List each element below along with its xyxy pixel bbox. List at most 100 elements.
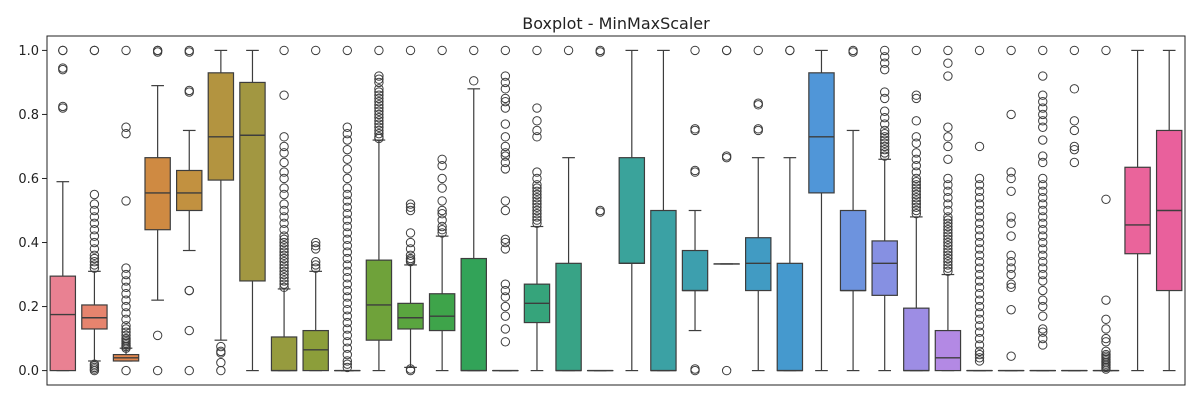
outlier-point <box>121 308 131 318</box>
outlier-point <box>342 144 353 155</box>
outlier-point <box>943 225 953 235</box>
outlier-point <box>911 186 922 196</box>
outlier-point <box>974 295 985 305</box>
outlier-point <box>89 244 100 254</box>
box-20 <box>650 49 677 372</box>
outlier-point <box>374 87 384 97</box>
outlier-point <box>532 196 542 206</box>
outlier-point <box>532 186 542 196</box>
outlier-point <box>342 359 353 369</box>
outlier-point <box>342 241 353 251</box>
plot-frame <box>46 35 1186 386</box>
outlier-point <box>342 337 353 347</box>
outlier-point <box>121 263 131 273</box>
outlier-point <box>911 189 922 200</box>
outlier-point <box>342 317 353 328</box>
outlier-point <box>1006 109 1016 120</box>
outlier-point <box>879 93 890 104</box>
outlier-point <box>532 103 542 113</box>
outlier-point <box>89 225 100 235</box>
outlier-point <box>943 192 953 203</box>
outlier-point <box>1069 141 1080 152</box>
outlier-point <box>374 100 384 110</box>
outlier-point <box>437 45 447 56</box>
outlier-point <box>690 45 700 56</box>
outlier-point <box>974 45 985 56</box>
outlier-point <box>89 199 100 209</box>
outlier-point <box>690 165 700 176</box>
outlier-point <box>437 205 447 216</box>
outlier-point <box>943 228 953 238</box>
outlier-point <box>974 218 985 229</box>
outlier-point <box>342 215 353 225</box>
outlier-point <box>911 176 922 187</box>
outlier-point <box>974 321 985 331</box>
outlier-point <box>974 205 985 216</box>
outlier-point <box>1038 218 1048 229</box>
outlier-point <box>216 365 226 376</box>
outlier-point <box>911 205 922 216</box>
outlier-point <box>1006 351 1016 361</box>
outlier-point <box>374 125 384 136</box>
outlier-point <box>943 180 953 190</box>
outlier-point <box>879 135 890 145</box>
outlier-point <box>374 93 384 104</box>
outlier-point <box>943 141 953 152</box>
outlier-point <box>1038 180 1048 190</box>
outlier-point <box>374 116 384 126</box>
outlier-point <box>911 45 922 56</box>
outlier-point <box>89 45 100 56</box>
outlier-point <box>342 305 353 315</box>
outlier-point <box>342 279 353 289</box>
outlier-point <box>974 186 985 196</box>
outlier-point <box>943 241 953 251</box>
outlier-point <box>342 266 353 277</box>
outlier-point <box>1006 282 1016 293</box>
outlier-point <box>943 199 953 209</box>
outlier-point <box>974 141 985 152</box>
outlier-point <box>1006 263 1016 273</box>
outlier-point <box>974 199 985 209</box>
outlier-point <box>500 164 511 174</box>
outlier-point <box>1038 225 1048 235</box>
outlier-point <box>121 321 131 331</box>
box-13 <box>428 45 456 372</box>
box-19 <box>618 49 646 372</box>
outlier-point <box>595 45 605 56</box>
outlier-point <box>943 45 953 56</box>
outlier-point <box>405 199 416 209</box>
outlier-point <box>974 257 985 267</box>
box-iqr <box>934 329 962 372</box>
outlier-point <box>279 173 289 184</box>
box-iqr <box>270 336 298 372</box>
outlier-point <box>500 71 511 81</box>
outlier-point <box>974 192 985 203</box>
outlier-point <box>500 148 511 158</box>
box-iqr <box>460 257 487 372</box>
outlier-point <box>342 330 353 341</box>
outlier-point <box>89 263 100 273</box>
outlier-point <box>374 77 384 88</box>
outlier-point <box>532 199 542 209</box>
outlier-point <box>1038 301 1048 312</box>
outlier-point <box>974 269 985 280</box>
outlier-point <box>1038 90 1048 100</box>
outlier-point <box>1006 279 1016 289</box>
outlier-point <box>279 241 289 251</box>
outlier-point <box>342 356 353 366</box>
outlier-point <box>532 167 542 177</box>
outlier-point <box>563 45 574 56</box>
outlier-point <box>279 237 289 248</box>
outlier-point <box>279 212 289 222</box>
outlier-point <box>279 199 289 209</box>
outlier-point <box>974 340 985 350</box>
outlier-point <box>974 225 985 235</box>
outlier-point <box>532 125 542 136</box>
outlier-point <box>1038 333 1048 344</box>
outlier-point <box>437 183 447 193</box>
outlier-point <box>943 186 953 196</box>
outlier-point <box>911 160 922 171</box>
outlier-point <box>1069 125 1080 136</box>
outlier-point <box>1038 45 1048 56</box>
outlier-point <box>1038 244 1048 254</box>
